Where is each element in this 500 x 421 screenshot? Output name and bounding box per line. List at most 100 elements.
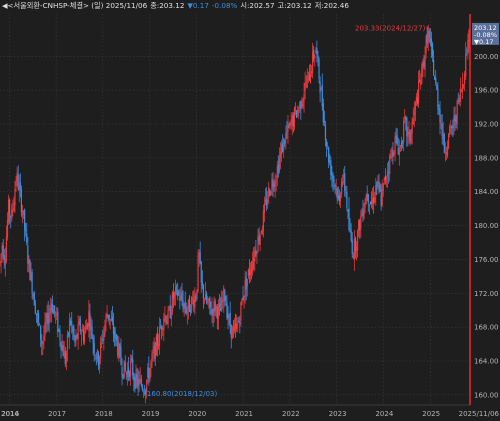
candle-body [35, 313, 38, 315]
candle-body [369, 202, 372, 204]
candle-body [75, 335, 77, 341]
candle-body [60, 341, 62, 350]
candle-body [110, 319, 112, 321]
candle-body [201, 281, 203, 286]
candle-body [379, 185, 381, 193]
candle-body [111, 317, 114, 323]
candle-body [410, 131, 412, 144]
candle-body [265, 198, 268, 206]
x-tick-label: 2021 [235, 410, 253, 418]
candle-body [418, 80, 420, 104]
y-tick-label: 160.00 [474, 391, 499, 399]
candle-body [361, 212, 363, 217]
candle-body [424, 55, 426, 70]
candle-body [354, 238, 357, 252]
candle-body [278, 158, 281, 171]
candle-body [109, 319, 111, 320]
candle-body [227, 314, 229, 319]
candle-body [328, 147, 330, 163]
candle-body [10, 215, 12, 218]
candle-body [64, 350, 66, 365]
x-tick-label: 2018 [95, 410, 113, 418]
candle-body [193, 299, 195, 307]
candle-body [269, 190, 271, 196]
candle-body [389, 155, 391, 175]
x-tick-label: 2023 [329, 410, 347, 418]
candle-body [377, 181, 379, 184]
candle-body [223, 287, 225, 303]
candle-body [96, 349, 99, 359]
chart-annotations: 203.33(2024/12/27) 160.80(2018/12/03) [145, 25, 430, 398]
candle-body [58, 329, 60, 331]
candle-body [327, 146, 329, 148]
candle-body [283, 137, 285, 151]
candle-body [156, 334, 158, 346]
candle-body [443, 134, 445, 153]
candle-body [317, 55, 319, 59]
candle-body [318, 58, 320, 79]
candle-body [26, 233, 28, 243]
candle-body [423, 60, 425, 68]
candle-body [211, 308, 213, 313]
candle-body [333, 179, 335, 183]
candle-body [65, 352, 67, 363]
candle-body [50, 304, 52, 311]
candle-body [207, 302, 209, 304]
candle-body [378, 181, 380, 188]
candle-body [287, 123, 289, 133]
candle-body [250, 270, 253, 271]
candle-body [464, 73, 466, 84]
annotation-high: 203.33(2024/12/27) [355, 25, 426, 33]
candle-body [122, 374, 124, 378]
candle-body [440, 123, 442, 124]
candle-body [363, 208, 365, 218]
candle-body [409, 130, 411, 141]
candlestick-series [0, 24, 471, 404]
candle-body [324, 125, 327, 141]
candle-body [73, 328, 75, 337]
candle-body [284, 140, 286, 144]
candle-body [83, 333, 86, 343]
candle-body [171, 292, 173, 314]
candle-body [375, 184, 377, 196]
candle-body [214, 301, 216, 312]
candle-body [310, 70, 313, 74]
candle-body [224, 290, 226, 301]
y-tick-label: 176.00 [474, 256, 499, 264]
candle-body [9, 199, 11, 215]
candle-body [163, 318, 165, 331]
candle-body [13, 202, 15, 211]
candle-body [25, 229, 27, 232]
candle-body [297, 109, 299, 115]
candle-body [298, 109, 300, 112]
candle-body [295, 110, 298, 118]
annotation-low: 160.80(2018/12/03) [147, 390, 218, 398]
candle-body [209, 296, 211, 308]
candle-body [202, 285, 205, 299]
candle-body [150, 361, 152, 368]
candle-body [260, 231, 262, 233]
candle-body [414, 102, 416, 111]
candle-body [262, 210, 264, 232]
candle-body [376, 182, 378, 187]
candle-body [200, 261, 202, 283]
candle-body [5, 236, 8, 262]
candle-body [316, 48, 318, 55]
candle-body [226, 302, 228, 318]
candle-body [340, 182, 343, 195]
candle-body [87, 323, 89, 327]
candle-body [71, 321, 73, 326]
candle-body [276, 166, 278, 178]
header-high: 고:203.12 [278, 1, 312, 10]
candle-body [68, 319, 71, 338]
candle-body [320, 87, 322, 91]
candle-body [40, 325, 42, 341]
candle-body [187, 299, 190, 310]
candle-body [453, 116, 455, 126]
candle-body [213, 300, 215, 314]
candle-body [89, 313, 91, 331]
candle-body [126, 370, 129, 378]
candle-body [12, 208, 14, 210]
candle-body [233, 326, 236, 331]
